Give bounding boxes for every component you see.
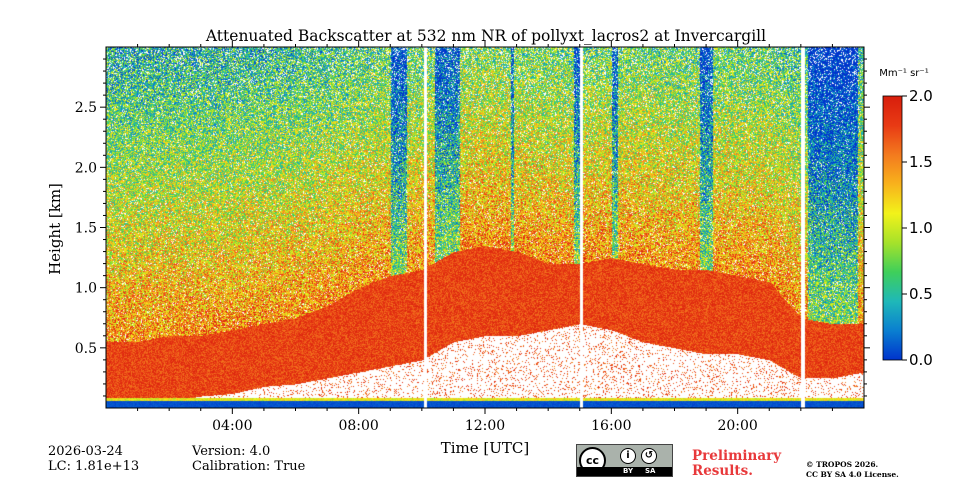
attribution-icon: i xyxy=(620,448,636,464)
colorbar-tick-label: 0.0 xyxy=(909,351,933,369)
copyright-line-2: CC BY SA 4.0 License. xyxy=(806,470,899,479)
x-axis-label: Time [UTC] xyxy=(441,439,530,457)
x-tick-label: 12:00 xyxy=(465,418,505,434)
date-text: 2026-03-24 xyxy=(48,444,123,459)
sa-label: SA xyxy=(645,467,656,475)
calibration-text: Calibration: True xyxy=(192,459,306,474)
y-axis: 0.5 1.0 1.5 2.0 2.5 xyxy=(75,58,870,397)
x-tick-label: 04:00 xyxy=(212,418,252,434)
colorbar-tick-label: 1.5 xyxy=(909,153,933,171)
heatmap-area xyxy=(106,47,864,408)
preliminary-line-2: Results. xyxy=(692,463,753,479)
y-axis-label: Height [km] xyxy=(46,183,64,275)
chart-title: Attenuated Backscatter at 532 nm NR of p… xyxy=(205,27,766,45)
colorbar xyxy=(882,95,903,361)
copyright-line-1: © TROPOS 2026. xyxy=(806,460,879,469)
y-tick-label: 2.5 xyxy=(75,100,97,116)
info-left: 2026-03-24 LC: 1.81e+13 xyxy=(48,444,139,474)
y-tick-label: 1.5 xyxy=(75,221,97,237)
cc-license-badge: cc i ↺ BY SA xyxy=(576,444,673,477)
preliminary-line-1: Preliminary xyxy=(692,448,782,464)
colorbar-unit: Mm⁻¹ sr⁻¹ xyxy=(879,68,928,79)
backscatter-heatmap xyxy=(106,47,864,408)
y-tick-label: 2.0 xyxy=(75,160,97,176)
y-tick-label: 0.5 xyxy=(75,341,97,357)
colorbar-tick-label: 1.0 xyxy=(909,219,933,237)
version-text: Version: 4.0 xyxy=(192,444,271,459)
share-alike-icon: ↺ xyxy=(641,448,657,464)
x-tick-label: 08:00 xyxy=(338,418,378,434)
preliminary-notice: Preliminary Results. xyxy=(692,449,781,479)
info-mid: Version: 4.0 Calibration: True xyxy=(192,444,305,474)
lc-text: LC: 1.81e+13 xyxy=(48,459,140,474)
colorbar-tick-label: 0.5 xyxy=(909,285,933,303)
copyright-notice: © TROPOS 2026. CC BY SA 4.0 License. xyxy=(806,460,899,480)
y-tick-label: 1.0 xyxy=(75,281,97,297)
colorbar-tick-label: 2.0 xyxy=(909,87,933,105)
x-tick-label: 20:00 xyxy=(717,418,757,434)
by-label: BY xyxy=(623,467,634,475)
x-tick-label: 16:00 xyxy=(591,418,631,434)
colorbar-ticks: 0.0 0.5 1.0 1.5 2.0 xyxy=(902,87,933,369)
x-axis: 04:00 08:00 12:00 16:00 20:00 xyxy=(137,41,833,434)
license-bar: BY SA xyxy=(577,467,672,476)
